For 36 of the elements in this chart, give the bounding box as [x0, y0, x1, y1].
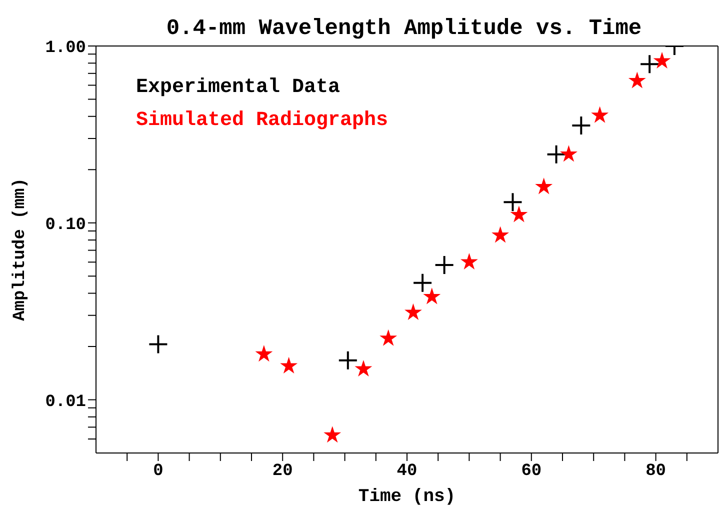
- point: [380, 330, 396, 346]
- point: [561, 146, 576, 161]
- chart-title: 0.4-mm Wavelength Amplitude vs. Time: [166, 16, 642, 41]
- x-axis-title: Time (ns): [358, 487, 456, 507]
- y-tick-label: 0.10: [45, 216, 86, 235]
- point: [536, 178, 552, 194]
- point: [462, 254, 477, 269]
- point: [256, 346, 272, 361]
- x-tick-label: 80: [646, 462, 666, 482]
- y-tick-label: 1.00: [45, 39, 86, 58]
- point: [424, 288, 440, 304]
- point: [511, 206, 527, 222]
- x-tick-label: 60: [521, 462, 542, 482]
- point: [356, 361, 372, 376]
- point: [406, 304, 421, 320]
- text: Simulated Radiographs: [136, 109, 388, 132]
- x-tick-label: 20: [272, 462, 293, 482]
- point: [281, 358, 296, 373]
- y-axis-title: Amplitude (mm): [11, 178, 30, 321]
- point: [338, 350, 358, 370]
- point: [592, 107, 608, 122]
- y-tick-label: 0.01: [45, 392, 86, 412]
- point: [502, 192, 523, 212]
- x-tick-label: 0: [153, 462, 164, 482]
- point: [654, 53, 670, 68]
- point: [148, 334, 168, 354]
- point: [434, 254, 454, 275]
- point: [571, 116, 592, 136]
- point: [492, 227, 508, 242]
- point: [412, 272, 433, 293]
- point: [629, 72, 645, 88]
- x-tick-label: 40: [396, 462, 418, 482]
- point: [324, 427, 340, 442]
- text: Experimental Data: [136, 76, 340, 99]
- point: [546, 144, 566, 164]
- point: [640, 54, 660, 74]
